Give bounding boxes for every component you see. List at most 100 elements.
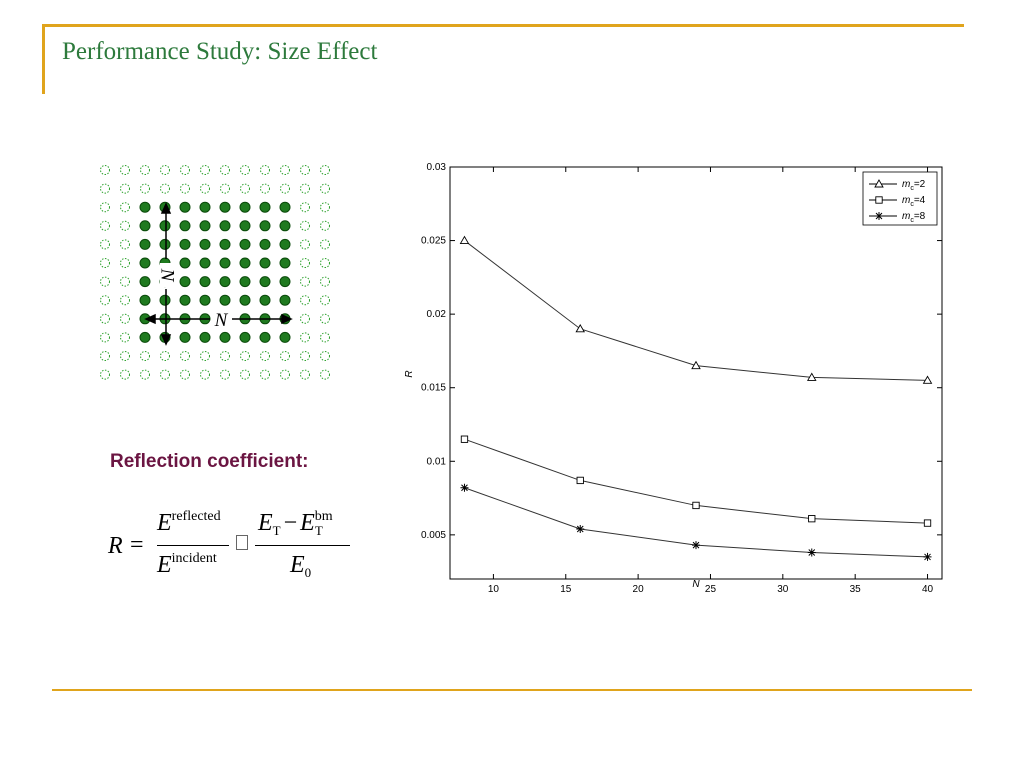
series-triangle xyxy=(459,235,933,384)
formula-num2b-base: E xyxy=(300,510,315,536)
lattice-dot-open xyxy=(100,202,110,213)
lattice-dot-open xyxy=(280,369,290,380)
y-tick-label: 0.015 xyxy=(421,383,446,394)
lattice-dot-open xyxy=(220,351,230,361)
slide-title: Performance Study: Size Effect xyxy=(62,38,378,65)
lattice-dot-open xyxy=(120,276,130,287)
data-point-star xyxy=(576,524,585,533)
lattice-dot-open xyxy=(300,276,310,287)
lattice-dot-open xyxy=(160,351,170,361)
lattice-dot-filled xyxy=(199,201,211,213)
lattice-dot-open xyxy=(320,239,330,250)
lattice-dot-open xyxy=(300,202,310,213)
lattice-dot-open xyxy=(100,276,110,287)
y-tick-label: 0.03 xyxy=(427,162,447,173)
lattice-dot-filled xyxy=(259,276,271,288)
lattice-dot-open xyxy=(260,351,270,361)
data-point-square xyxy=(923,519,932,527)
vertical-size-label: N xyxy=(157,268,178,283)
legend-label: mc=4 xyxy=(902,195,926,208)
lattice-dot-open xyxy=(180,165,190,175)
lattice-dot-filled xyxy=(179,201,191,213)
lattice-dot-open xyxy=(140,351,150,361)
lattice-dot-open xyxy=(300,313,310,324)
lattice-dot-filled xyxy=(259,220,271,232)
lattice-dot-filled xyxy=(279,257,291,269)
lattice-arrows xyxy=(144,202,293,346)
lattice-dot-filled xyxy=(239,201,251,213)
lattice-dot-filled xyxy=(259,331,271,343)
legend-marker-triangle xyxy=(874,179,884,188)
lattice-dot-filled xyxy=(219,331,231,343)
vertical-label-bg xyxy=(160,263,174,287)
data-point-star xyxy=(692,541,700,550)
legend-item: mc=4 xyxy=(869,195,926,208)
lattice-dot-open xyxy=(300,220,310,231)
lattice-dot-open xyxy=(200,369,210,380)
formula-num1-sup: reflected xyxy=(171,509,221,524)
lattice-dot-open xyxy=(120,313,130,324)
reflection-coefficient-label: Reflection coefficient: xyxy=(110,451,309,472)
lattice-dot-open xyxy=(300,239,310,250)
data-point-star xyxy=(923,552,932,561)
lattice-dot-open xyxy=(100,220,110,231)
lattice-dot-open xyxy=(300,295,310,306)
formula-num2a-base: E xyxy=(258,510,273,536)
legend-marker-square xyxy=(875,196,883,204)
lattice-dot-open xyxy=(200,165,210,175)
formula-equals: = xyxy=(130,532,144,558)
lattice-dot-open xyxy=(180,351,190,361)
formula-den2-sub: 0 xyxy=(304,565,312,580)
lattice-dot-open xyxy=(100,295,110,306)
chart-ticks: 10 15 20 25 30 35 40 0.005 0.01 0.015 0.02 0.025 0.0… xyxy=(421,162,942,595)
lattice-dot-open xyxy=(160,165,170,175)
lattice-dot-open xyxy=(280,351,290,361)
lattice-dot-filled xyxy=(239,238,251,250)
horizontal-arrow-head-left xyxy=(144,313,156,325)
lattice-dot-open xyxy=(300,369,310,380)
data-point-triangle xyxy=(691,360,701,370)
lattice-dot-open xyxy=(100,239,110,250)
lattice-dot-open xyxy=(220,369,230,380)
x-axis-label: N xyxy=(692,579,700,590)
data-point-triangle xyxy=(575,323,586,333)
lattice-dot-open xyxy=(300,332,310,343)
lattice-dot-open xyxy=(100,258,110,268)
formula-den2: E0 xyxy=(290,552,312,580)
lattice-dot-filled xyxy=(239,276,251,288)
vertical-arrow-head-down xyxy=(160,334,172,346)
lattice-dot-filled xyxy=(199,331,211,343)
lattice-dot-open xyxy=(120,295,130,306)
chart-legend: mc=2 mc=4 mc=8 xyxy=(862,171,938,226)
vertical-arrow-head-up xyxy=(160,202,172,214)
lattice-dot-filled xyxy=(219,220,231,232)
formula-fracbar-2 xyxy=(255,545,350,546)
legend-label: mc=2 xyxy=(902,179,926,192)
formula-den1-sup: incident xyxy=(171,551,217,566)
lattice-dot-open xyxy=(100,351,110,361)
lattice-dot-open xyxy=(240,351,250,361)
lattice-dot-filled xyxy=(219,238,231,250)
lattice-dot-filled xyxy=(139,331,151,343)
formula-lhs: R xyxy=(108,533,123,559)
lattice-dot-open xyxy=(280,165,290,175)
lattice-dot-open xyxy=(320,183,330,194)
lattice-dot-open xyxy=(120,165,130,175)
reflection-chart: 10 15 20 25 30 35 40 0.005 0.01 0.015 0.02 0.025 0.0… xyxy=(404,162,943,595)
lattice-dot-filled xyxy=(199,294,211,306)
top-rule xyxy=(42,24,964,27)
lattice-dot-open xyxy=(120,202,130,213)
lattice-dot-open xyxy=(320,332,330,343)
lattice-dot-filled xyxy=(239,331,251,343)
lattice-dot-open xyxy=(300,183,310,194)
series-star xyxy=(460,483,932,561)
x-tick-label: 20 xyxy=(633,584,645,595)
data-point-square xyxy=(808,515,816,523)
lattice-dot-filled xyxy=(279,294,291,306)
x-tick-label: 15 xyxy=(560,584,572,595)
lattice-dot-open xyxy=(120,183,130,194)
legend-box xyxy=(862,171,938,226)
lattice-dot-filled xyxy=(199,276,211,288)
y-tick-label: 0.005 xyxy=(421,530,446,541)
formula-num2b-sub: T xyxy=(314,523,323,538)
